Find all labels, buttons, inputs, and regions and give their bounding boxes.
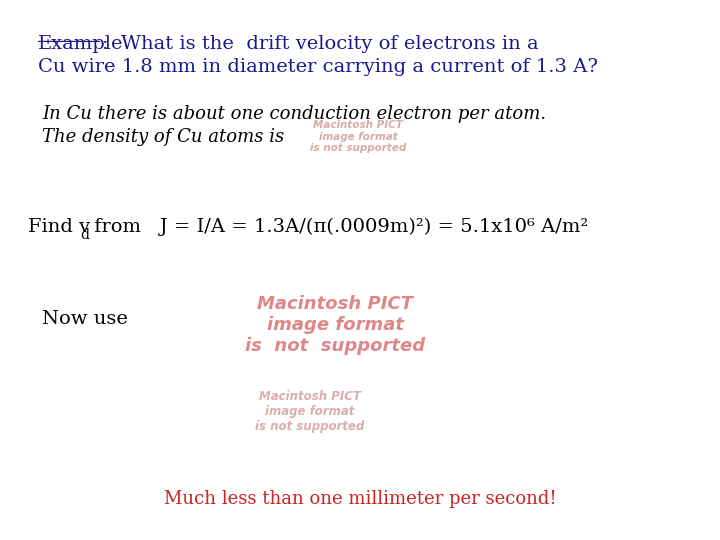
Text: Cu wire 1.8 mm in diameter carrying a current of 1.3 A?: Cu wire 1.8 mm in diameter carrying a cu… xyxy=(38,58,598,76)
Text: The density of Cu atoms is: The density of Cu atoms is xyxy=(42,128,284,146)
Text: In Cu there is about one conduction electron per atom.: In Cu there is about one conduction elec… xyxy=(42,105,546,123)
Text: d: d xyxy=(80,228,89,242)
Text: Macintosh PICT
image format
is  not  supported: Macintosh PICT image format is not suppo… xyxy=(245,295,425,355)
Text: Find v: Find v xyxy=(28,218,90,236)
Text: Now use: Now use xyxy=(42,310,128,328)
Text: from   J = I/A = 1.3A/(π(.0009m)²) = 5.1x10⁶ A/m²: from J = I/A = 1.3A/(π(.0009m)²) = 5.1x1… xyxy=(88,218,588,237)
Text: :  What is the  drift velocity of electrons in a: : What is the drift velocity of electron… xyxy=(102,35,539,53)
Text: Macintosh PICT
image format
is not supported: Macintosh PICT image format is not suppo… xyxy=(310,120,406,153)
Text: Example: Example xyxy=(38,35,124,53)
Text: Macintosh PICT
image format
is not supported: Macintosh PICT image format is not suppo… xyxy=(255,390,364,433)
Text: Much less than one millimeter per second!: Much less than one millimeter per second… xyxy=(163,490,557,508)
